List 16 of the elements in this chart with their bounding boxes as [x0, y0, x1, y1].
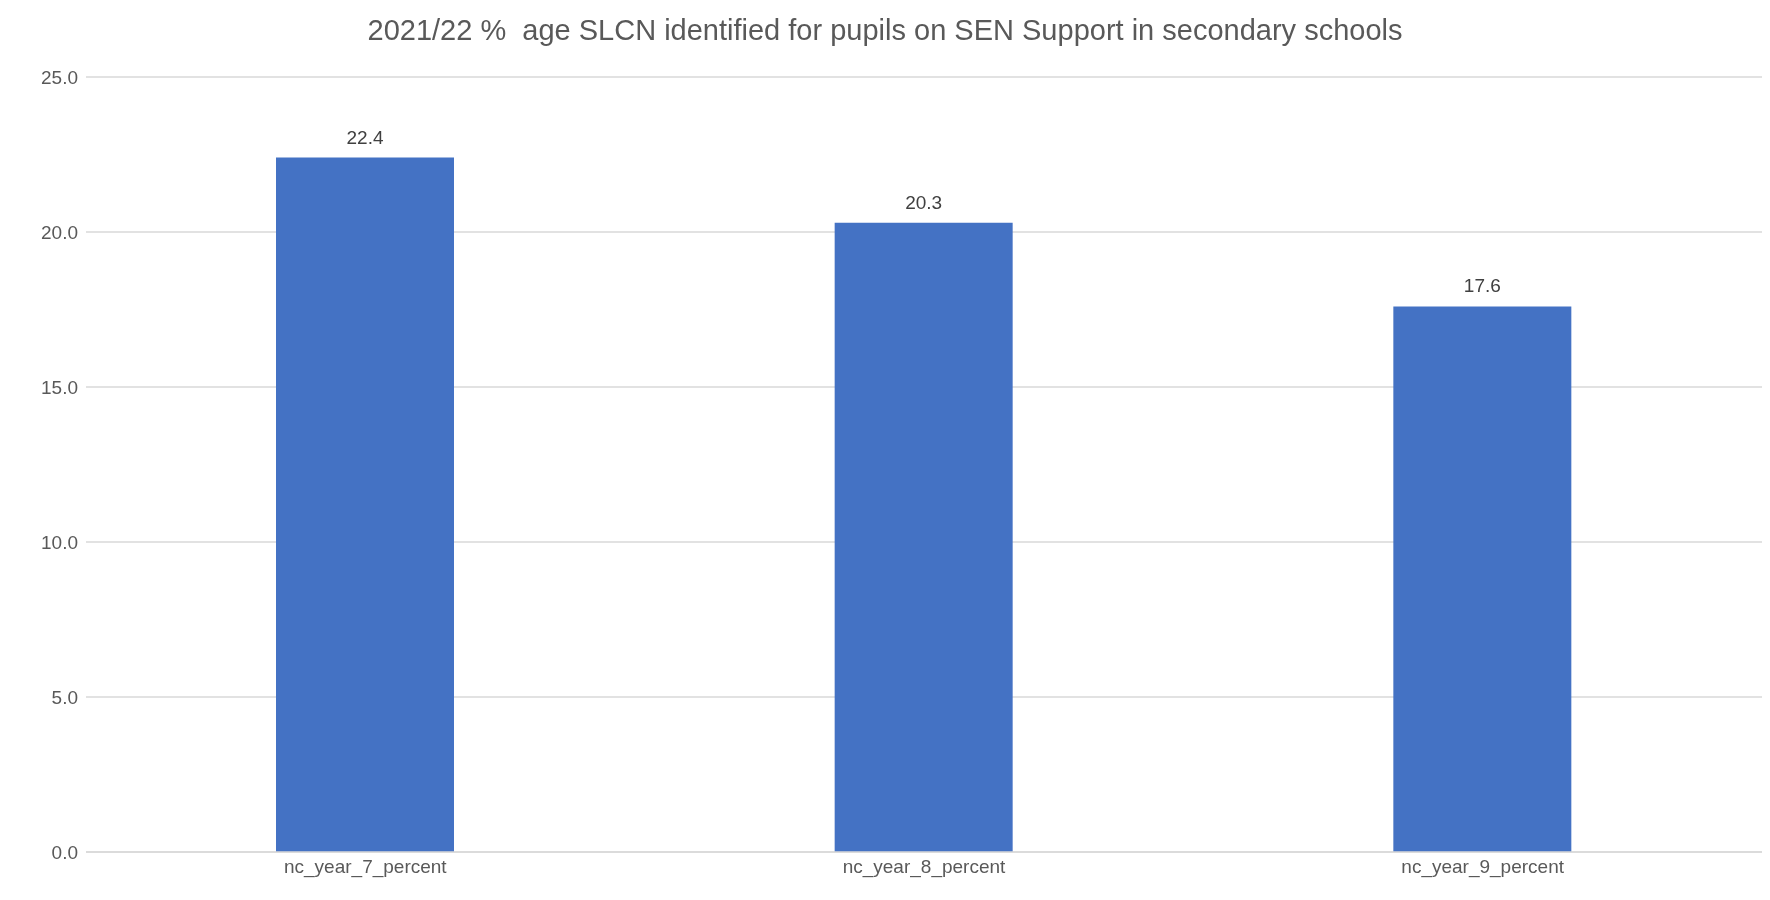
x-tick-label: nc_year_7_percent [284, 856, 448, 879]
data-label: 22.4 [346, 126, 384, 148]
y-tick-label: 15.0 [41, 376, 78, 398]
y-tick-label: 25.0 [41, 66, 78, 88]
bar [1393, 306, 1572, 852]
bar [276, 157, 454, 852]
data-label: 20.3 [905, 191, 943, 213]
x-tick-label: nc_year_8_percent [842, 856, 1007, 879]
y-tick-label: 20.0 [41, 221, 78, 243]
bar [834, 222, 1013, 852]
x-tick-label: nc_year_9_percent [1401, 856, 1565, 879]
y-tick-label: 0.0 [51, 841, 78, 863]
y-tick-label: 10.0 [41, 531, 78, 553]
chart-title: 2021/22 % age SLCN identified for pupils on SEN Support in secondary schools [366, 13, 1404, 48]
y-tick-label: 5.0 [51, 686, 78, 708]
data-label: 17.6 [1463, 275, 1501, 297]
